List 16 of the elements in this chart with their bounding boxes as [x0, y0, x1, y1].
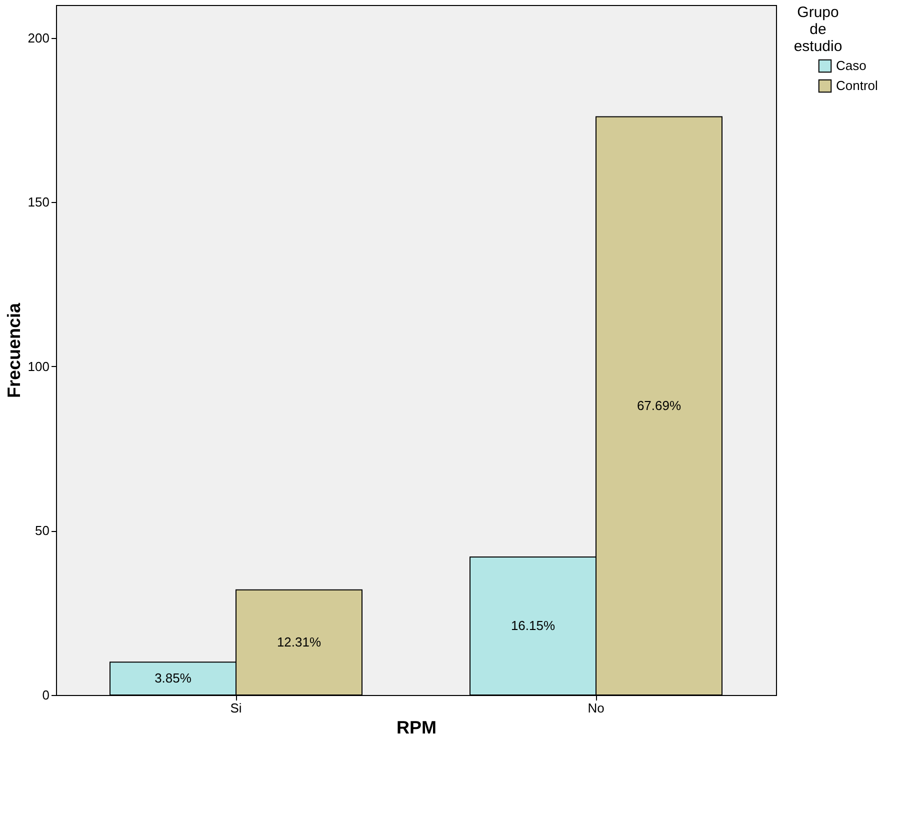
- legend-label: Control: [836, 78, 878, 93]
- x-axis-title: RPM: [396, 718, 436, 738]
- y-tick-label: 0: [42, 688, 50, 702]
- y-tick-label: 150: [28, 194, 50, 210]
- y-axis-title: Frecuencia: [4, 302, 24, 398]
- x-tick-label: No: [588, 700, 604, 716]
- annotation: 3.85%: [154, 670, 192, 686]
- annotation: 67.69%: [636, 398, 682, 413]
- annotation: 12.31%: [276, 634, 322, 650]
- y-tick-label: 100: [28, 358, 50, 374]
- y-tick-label: 50: [35, 523, 50, 538]
- legend-label: Caso: [836, 58, 866, 73]
- annotation: 16.15%: [510, 618, 556, 633]
- legend-title: Grupo de estudio: [794, 4, 842, 55]
- y-tick-label: 200: [28, 30, 50, 46]
- x-tick-label: Si: [230, 700, 242, 716]
